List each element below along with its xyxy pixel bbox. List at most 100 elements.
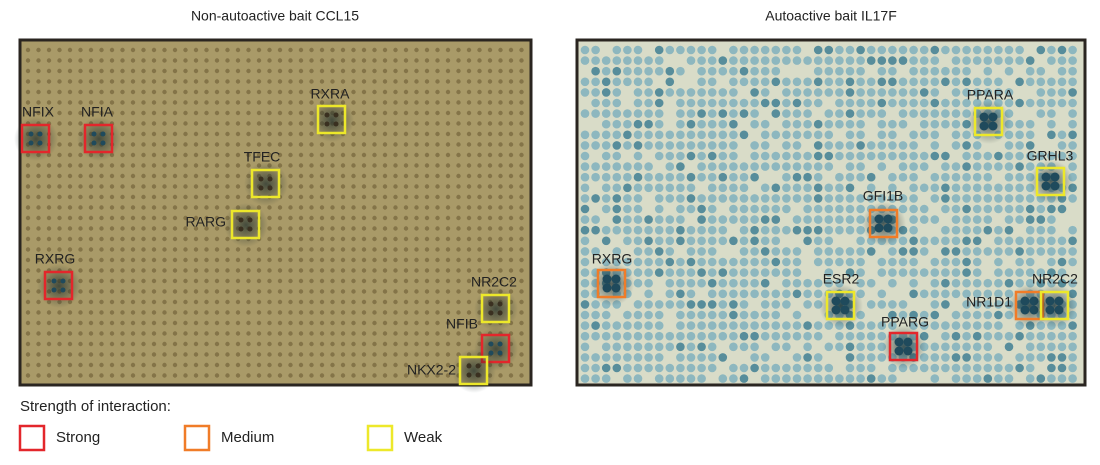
colony [729, 215, 738, 224]
colony [919, 56, 929, 65]
colony [665, 162, 675, 171]
colony [644, 225, 653, 235]
colony [676, 119, 685, 129]
colony [403, 152, 409, 158]
colony [782, 162, 791, 171]
colony [803, 331, 812, 341]
colony [877, 162, 887, 171]
colony [172, 47, 178, 53]
colony [739, 77, 749, 87]
colony [456, 89, 461, 95]
colony [382, 79, 388, 84]
colony [962, 300, 971, 309]
colony [739, 278, 749, 288]
colony [972, 363, 982, 373]
colony [67, 152, 73, 158]
colony [633, 278, 643, 288]
colony [686, 289, 696, 299]
colony [644, 172, 653, 182]
colony [909, 88, 918, 97]
colony [840, 305, 850, 315]
colony [1036, 374, 1046, 383]
colony [351, 68, 356, 74]
colony [246, 79, 251, 84]
colony [750, 363, 759, 373]
colony [519, 320, 524, 326]
colony [351, 184, 356, 189]
colony [623, 236, 632, 246]
colony [1036, 204, 1046, 214]
colony [1047, 374, 1056, 383]
colony [654, 88, 664, 97]
colony [67, 100, 73, 105]
colony [435, 205, 440, 210]
colony [162, 110, 167, 116]
colony [835, 109, 844, 118]
colony [856, 66, 865, 76]
colony [1004, 236, 1014, 246]
strength-box [316, 104, 347, 135]
colony [382, 142, 388, 147]
colony [519, 257, 524, 263]
colony [951, 342, 961, 352]
colony [972, 236, 982, 246]
colony [782, 204, 791, 214]
colony [707, 66, 717, 76]
colony [235, 184, 241, 189]
colony [1025, 130, 1035, 140]
colony [298, 226, 304, 231]
colony [172, 58, 178, 63]
colony [120, 100, 125, 105]
colony [972, 247, 982, 256]
colony [382, 352, 388, 357]
colony [340, 215, 346, 221]
colony [351, 310, 356, 315]
colony [288, 184, 293, 189]
colony [792, 353, 802, 362]
colony [707, 215, 717, 224]
colony [246, 373, 251, 378]
stain [452, 349, 496, 393]
colony [835, 77, 844, 87]
colony [36, 247, 41, 252]
colony [633, 77, 643, 87]
colony [120, 362, 125, 368]
colony [676, 363, 685, 373]
colony [372, 152, 377, 158]
colony [424, 163, 430, 168]
colony [962, 56, 971, 65]
colony [183, 47, 188, 53]
colony [644, 119, 653, 129]
colony [835, 215, 844, 224]
colony [697, 172, 706, 182]
colony [309, 226, 314, 231]
colony [611, 283, 621, 293]
colony [288, 320, 293, 326]
colony [951, 215, 961, 224]
colony [623, 141, 632, 150]
colony [258, 185, 264, 191]
colony [1015, 353, 1024, 362]
colony [256, 121, 262, 126]
colony [435, 226, 440, 231]
colony [445, 184, 451, 189]
colony [267, 352, 272, 357]
colony [644, 66, 653, 76]
colony [676, 172, 685, 182]
colony [25, 373, 31, 378]
colony [120, 205, 125, 210]
colony [718, 225, 728, 235]
colony [382, 278, 388, 284]
colony [612, 119, 622, 129]
colony [193, 268, 199, 273]
colony [739, 342, 749, 352]
colony [623, 130, 632, 140]
colony [319, 278, 325, 284]
colony [697, 225, 706, 235]
colony [78, 47, 83, 53]
colony [256, 79, 262, 84]
colony [288, 89, 293, 95]
colony [372, 142, 377, 147]
colony [25, 110, 31, 116]
